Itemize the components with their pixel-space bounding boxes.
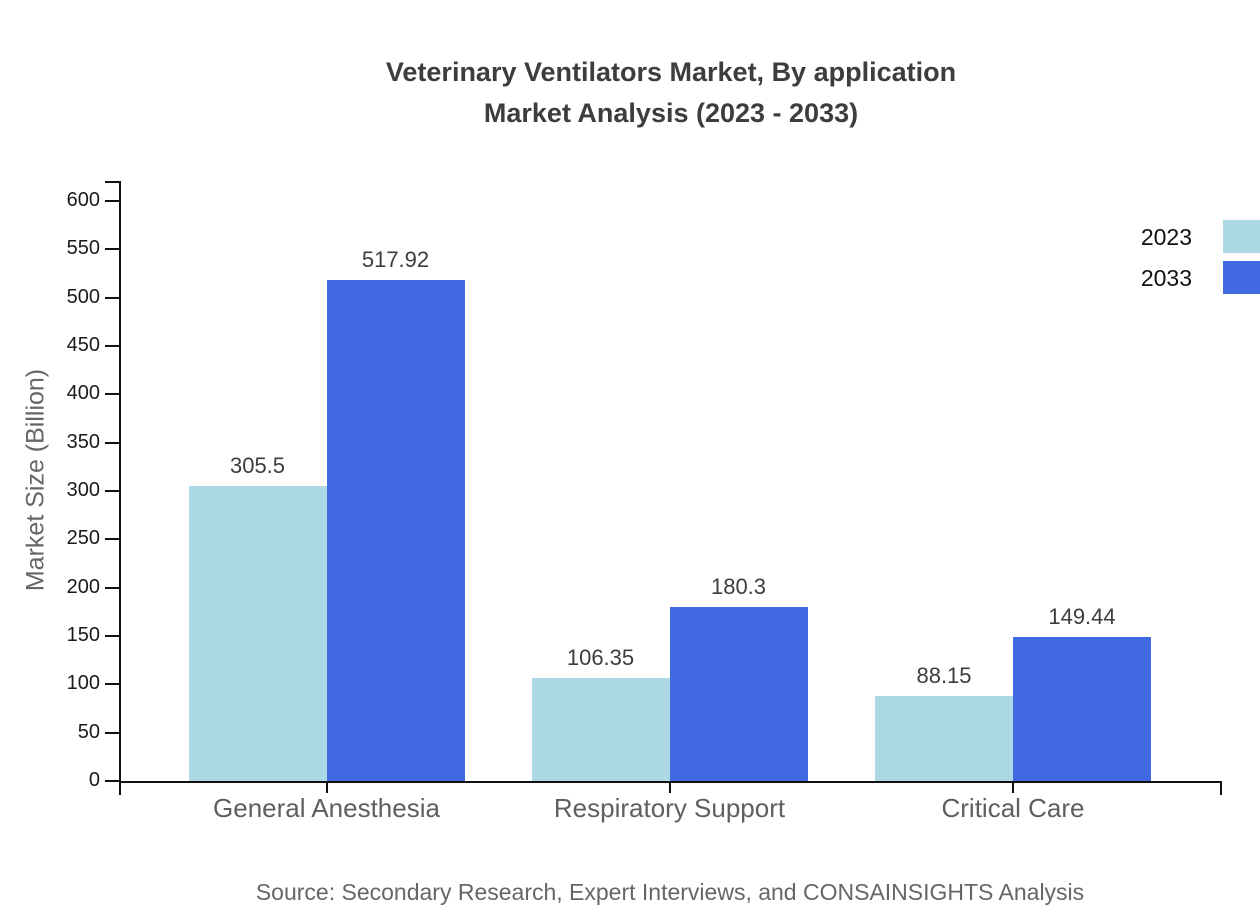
legend-label-2033: 2033: [1140, 265, 1192, 291]
y-tick-mark: [105, 200, 119, 202]
y-axis-line: [119, 181, 121, 795]
bar-value-label: 517.92: [361, 247, 430, 273]
y-tick-mark: [105, 780, 119, 782]
category-label: Critical Care: [941, 793, 1085, 823]
category-label: Respiratory Support: [553, 793, 786, 823]
y-tick-mark: [105, 296, 119, 299]
y-tick-mark: [105, 538, 119, 541]
y-tick-label: 400: [66, 382, 100, 405]
y-tick-label: 150: [66, 624, 100, 646]
legend-swatch-2023: [1223, 220, 1260, 253]
y-tick-label: 550: [66, 237, 100, 260]
y-tick-label: 200: [66, 575, 100, 598]
y-tick-label: 450: [66, 334, 100, 356]
y-tick-mark: [105, 441, 119, 444]
y-tick-label: 300: [66, 479, 100, 501]
bar-2023-critical-care: [875, 695, 1013, 781]
bar-2033-critical-care: [1013, 636, 1151, 781]
y-tick-mark: [105, 731, 119, 734]
y-tick-mark: [105, 393, 119, 396]
y-tick-label: 250: [66, 527, 100, 550]
bar-2033-general-anesthesia: [326, 280, 465, 781]
bar-value-label: 88.15: [916, 662, 972, 688]
category-label: General Anesthesia: [213, 793, 440, 823]
x-tick-mark: [325, 783, 328, 793]
bar-2033-respiratory-support: [669, 606, 808, 781]
legend-label-2023: 2023: [1140, 224, 1192, 250]
chart-title-line1: Veterinary Ventilators Market, By applic…: [385, 57, 957, 87]
y-axis-top-cap: [105, 181, 121, 183]
bar-value-label: 305.5: [229, 452, 286, 478]
x-tick-mark: [668, 783, 671, 793]
bar-2023-general-anesthesia: [188, 485, 327, 781]
chart-title-line2: Market Analysis (2023 - 2033): [483, 98, 859, 128]
y-tick-label: 100: [66, 672, 100, 695]
bar-value-label: 149.44: [1048, 603, 1116, 629]
bar-value-label: 180.3: [710, 573, 767, 599]
y-tick-label: 0: [88, 769, 100, 791]
y-tick-mark: [105, 345, 119, 347]
y-tick-mark: [105, 248, 119, 251]
bar-value-label: 106.35: [566, 645, 635, 671]
source-note: Source: Secondary Research, Expert Inter…: [255, 879, 1085, 905]
y-tick-label: 50: [77, 720, 100, 743]
y-tick-label: 500: [66, 285, 100, 308]
x-axis-line: [119, 781, 1222, 783]
x-axis-end-cap: [1220, 781, 1222, 795]
y-tick-mark: [105, 683, 119, 686]
y-tick-mark: [105, 586, 119, 589]
y-tick-label: 350: [66, 430, 100, 453]
legend-swatch-2033: [1223, 261, 1260, 294]
chart-title: Veterinary Ventilators Market, By applic…: [221, 52, 1121, 134]
y-tick-mark: [105, 490, 119, 492]
y-tick-mark: [105, 635, 119, 637]
x-tick-mark: [1012, 783, 1014, 793]
bar-2023-respiratory-support: [531, 678, 670, 781]
y-tick-label: 600: [66, 189, 100, 211]
